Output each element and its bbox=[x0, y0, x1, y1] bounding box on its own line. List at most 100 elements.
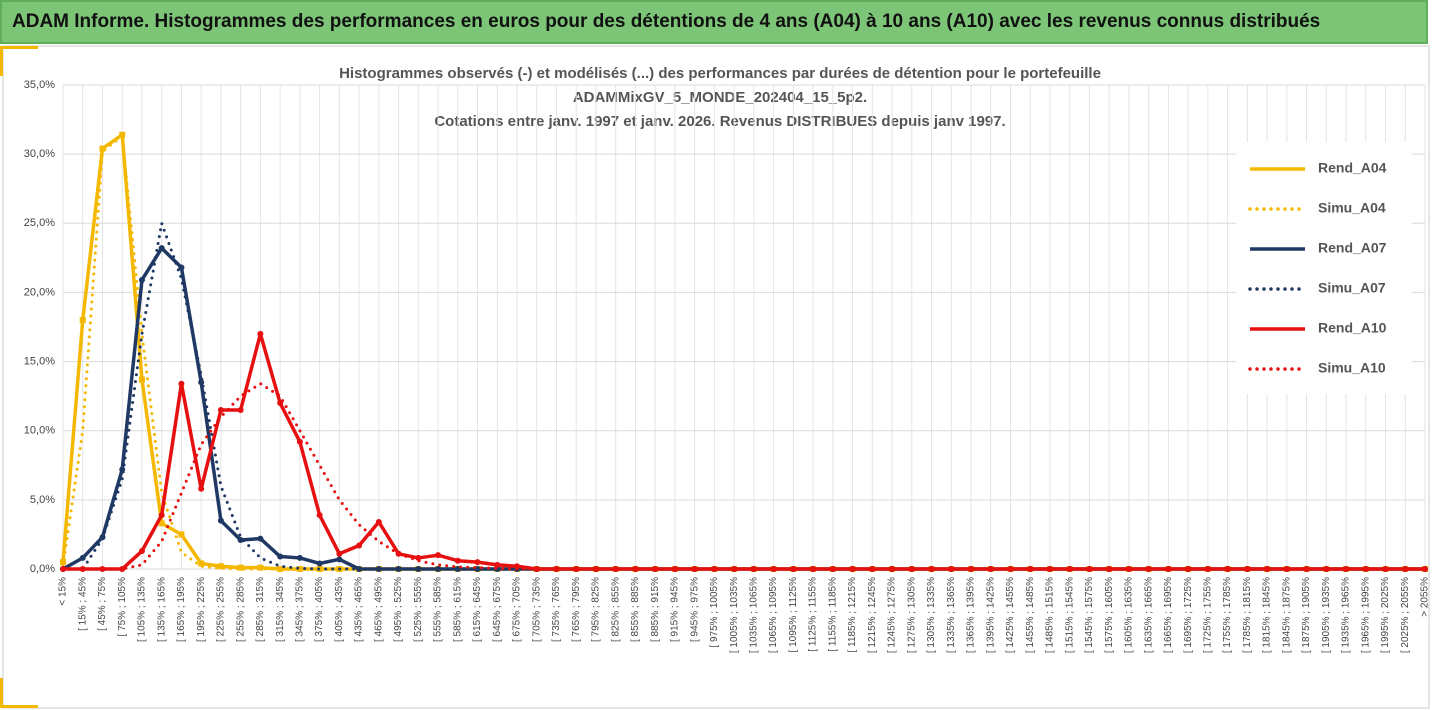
x-tick-label: [ 405% ; 435% bbox=[334, 577, 345, 642]
x-tick-label: [ 675% ; 705% bbox=[512, 577, 523, 642]
marker bbox=[119, 566, 126, 572]
series-line bbox=[63, 332, 1425, 571]
marker bbox=[415, 566, 422, 572]
x-tick-label: [ 1665% ; 1695% bbox=[1163, 577, 1174, 653]
marker bbox=[316, 512, 323, 519]
marker bbox=[928, 566, 935, 572]
marker bbox=[908, 566, 915, 572]
marker bbox=[198, 485, 205, 492]
x-tick-label: [ 1575% ; 1605% bbox=[1104, 577, 1115, 653]
x-tick-label: [ 1365% ; 1395% bbox=[966, 577, 977, 653]
marker bbox=[356, 542, 363, 549]
x-tick-label: [ 885% ; 915% bbox=[650, 577, 661, 642]
marker bbox=[987, 566, 994, 572]
chart-title: Histogrammes observés (-) et modélisés (… bbox=[339, 65, 1101, 82]
x-tick-label: [ 555% ; 585% bbox=[433, 577, 444, 642]
marker bbox=[415, 554, 422, 561]
marker bbox=[99, 566, 106, 572]
marker bbox=[1027, 566, 1034, 572]
marker bbox=[138, 376, 145, 383]
marker bbox=[790, 566, 797, 572]
x-tick-label: [ 765% ; 795% bbox=[571, 577, 582, 642]
x-tick-label: [ 1395% ; 1425% bbox=[985, 577, 996, 653]
marker bbox=[158, 512, 165, 519]
x-tick-label: [ 1995% ; 2025% bbox=[1380, 577, 1391, 653]
marker bbox=[553, 566, 560, 572]
x-tick-label: [ 1845% ; 1875% bbox=[1281, 577, 1292, 653]
marker bbox=[198, 560, 205, 567]
x-tick-label: [ 1545% ; 1575% bbox=[1084, 577, 1095, 653]
x-tick-label: [ 1155% ; 1185% bbox=[827, 577, 838, 652]
x-tick-label: [ 525% ; 555% bbox=[413, 577, 424, 642]
marker bbox=[573, 566, 580, 572]
marker bbox=[178, 380, 185, 387]
x-tick-label: [ 1875% ; 1905% bbox=[1301, 577, 1312, 653]
y-tick-label: 35,0% bbox=[24, 79, 55, 91]
x-tick-label: > 2055% bbox=[1420, 577, 1431, 617]
accent bbox=[0, 705, 38, 708]
marker bbox=[178, 264, 185, 271]
marker bbox=[237, 536, 244, 543]
marker bbox=[178, 531, 185, 538]
x-tick-label: [ 1695% ; 1725% bbox=[1183, 577, 1194, 653]
x-tick-label: [ 1455% ; 1485% bbox=[1025, 577, 1036, 653]
chart-title: Cotations entre janv. 1997 et janv. 2026… bbox=[434, 113, 1005, 130]
marker bbox=[1224, 566, 1231, 572]
marker bbox=[217, 406, 224, 413]
x-tick-label: [ 2025% ; 2055% bbox=[1400, 577, 1411, 653]
marker bbox=[435, 552, 442, 559]
marker bbox=[237, 564, 244, 571]
marker bbox=[198, 379, 205, 386]
x-tick-label: [ 1005% ; 1035% bbox=[729, 577, 740, 653]
marker bbox=[296, 438, 303, 445]
x-tick-label: [ 315% ; 345% bbox=[275, 577, 286, 642]
x-tick-label: [ 1725% ; 1755% bbox=[1203, 577, 1214, 653]
x-tick-label: [ 495% ; 525% bbox=[393, 577, 404, 642]
marker bbox=[1007, 566, 1014, 572]
x-tick-label: [ 45% ; 75% bbox=[97, 577, 108, 631]
x-tick-label: [ 825% ; 855% bbox=[610, 577, 621, 642]
marker bbox=[514, 563, 520, 570]
marker bbox=[1125, 566, 1132, 572]
marker bbox=[336, 550, 343, 557]
marker bbox=[375, 566, 382, 572]
x-tick-label: [ 1185% ; 1215% bbox=[847, 577, 858, 653]
accent bbox=[0, 46, 38, 49]
marker bbox=[454, 557, 461, 564]
marker bbox=[356, 566, 363, 572]
x-tick-label: [ 615% ; 645% bbox=[472, 577, 483, 642]
accent bbox=[0, 46, 3, 76]
x-tick-label: [ 1755% ; 1785% bbox=[1222, 577, 1233, 653]
marker bbox=[494, 561, 501, 568]
marker bbox=[1362, 566, 1369, 572]
legend-label: Rend_A04 bbox=[1318, 160, 1387, 176]
legend-box bbox=[1236, 142, 1412, 394]
x-tick-label: [ 285% ; 315% bbox=[255, 577, 266, 642]
x-tick-label: [ 75% ; 105% bbox=[117, 577, 128, 637]
marker bbox=[889, 566, 896, 572]
x-tick-label: [ 1245% ; 1275% bbox=[887, 577, 898, 653]
x-tick-label: [ 585% ; 615% bbox=[452, 577, 463, 642]
marker bbox=[1204, 566, 1211, 572]
legend-label: Simu_A04 bbox=[1318, 200, 1386, 216]
marker bbox=[296, 554, 303, 561]
x-tick-label: [ 1815% ; 1845% bbox=[1262, 577, 1273, 653]
accent bbox=[0, 678, 3, 708]
y-tick-label: 30,0% bbox=[24, 148, 55, 160]
x-tick-label: [ 465% ; 495% bbox=[373, 577, 384, 642]
x-tick-label: [ 1425% ; 1455% bbox=[1005, 577, 1016, 653]
x-tick-label: [ 255% ; 285% bbox=[235, 577, 246, 642]
marker bbox=[277, 553, 284, 560]
marker bbox=[1264, 566, 1271, 572]
x-tick-label: [ 345% ; 375% bbox=[295, 577, 306, 642]
marker bbox=[671, 566, 678, 572]
x-tick-label: [ 735% ; 765% bbox=[551, 577, 562, 642]
x-tick-label: [ 1035% ; 1065% bbox=[749, 577, 760, 653]
marker bbox=[79, 317, 86, 324]
marker bbox=[316, 560, 323, 567]
x-tick-label: [ 165% ; 195% bbox=[176, 577, 187, 642]
x-tick-label: [ 1065% ; 1095% bbox=[768, 577, 779, 653]
x-tick-label: [ 1215% ; 1245% bbox=[867, 577, 878, 653]
legend-label: Rend_A07 bbox=[1318, 240, 1387, 256]
